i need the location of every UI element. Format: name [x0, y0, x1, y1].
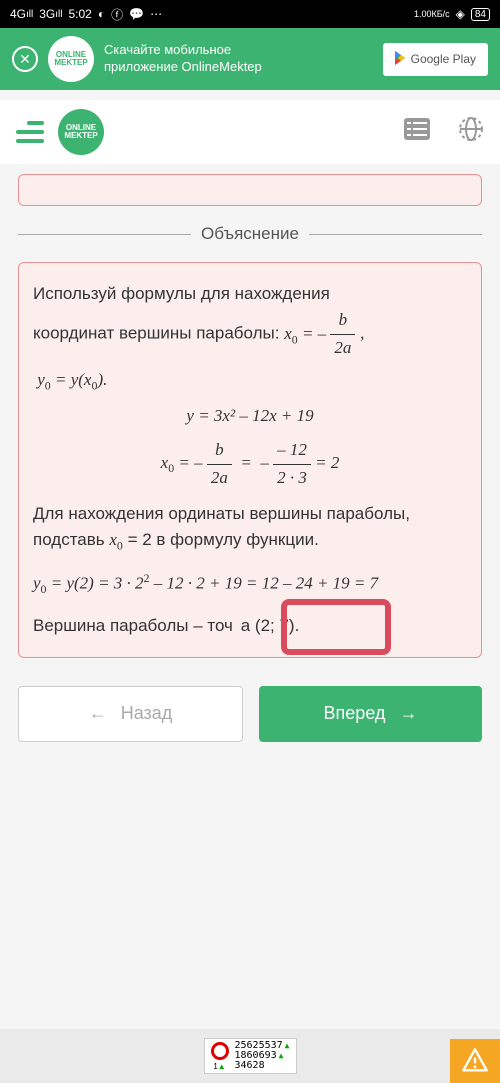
- arrow-right-icon: →: [399, 703, 417, 724]
- frac-b-2a: b2a: [330, 307, 355, 361]
- banner-line2: приложение OnlineMektep: [104, 59, 373, 76]
- chat-icon: 💬: [129, 7, 144, 21]
- counter-prefix: 1▲: [213, 1062, 225, 1071]
- header-logo[interactable]: ONLINE MEKTEP: [58, 109, 104, 155]
- more-icon: ⋯: [150, 7, 162, 21]
- equation-3: y0 = y(2) = 3 · 22 – 12 · 2 + 19 = 12 – …: [33, 569, 467, 599]
- close-icon[interactable]: ✕: [12, 46, 38, 72]
- explanation-card: Используй формулы для нахождения координ…: [18, 262, 482, 658]
- divider-line-right: [309, 234, 482, 235]
- section-divider: Объяснение: [18, 224, 482, 244]
- gplay-label: Google Play: [411, 52, 476, 66]
- exp-p3: Вершина параболы – точка (2; 7).: [33, 613, 467, 639]
- google-play-button[interactable]: Google Play: [383, 43, 488, 76]
- net-speed: 1.00КБ/с: [414, 10, 450, 19]
- partial-card: 2a: [18, 174, 482, 206]
- moon-icon: ◐: [98, 7, 105, 21]
- status-left: 4Gıll 3Gıll 5:02 ◐ ⓕ 💬 ⋯: [10, 6, 162, 23]
- globe-icon[interactable]: [458, 116, 484, 148]
- menu-icon[interactable]: [16, 121, 44, 143]
- formula-x0: x0 = –: [284, 324, 330, 343]
- divider-line-left: [18, 234, 191, 235]
- logo-text-bottom: MEKTEP: [54, 59, 87, 67]
- nav-buttons: ← Назад Вперед →: [0, 658, 500, 742]
- page-header: ONLINE MEKTEP: [0, 100, 500, 164]
- list-icon[interactable]: [404, 118, 430, 146]
- exp-p3a: Вершина параболы – точ: [33, 616, 233, 635]
- exp-p1a: Используй формулы для нахождения: [33, 284, 330, 303]
- warning-icon: [461, 1047, 489, 1075]
- equation-2: x0 = – b2a = – – 122 · 3 = 2: [33, 437, 467, 491]
- battery-icon: 84: [471, 8, 490, 21]
- banner-text: Скачайте мобильное приложение OnlineMekt…: [104, 42, 373, 76]
- status-bar: 4Gıll 3Gıll 5:02 ◐ ⓕ 💬 ⋯ 1.00КБ/с ◈ 84: [0, 0, 500, 28]
- fb-icon: ⓕ: [111, 6, 123, 23]
- counter-v3: 34628: [235, 1061, 265, 1071]
- footer: 1▲ 25625537▲ 1860693▲ 34628: [0, 1029, 500, 1083]
- forward-button[interactable]: Вперед →: [259, 686, 482, 742]
- arrow-left-icon: ←: [89, 703, 107, 724]
- play-icon: [395, 51, 407, 68]
- divider-label: Объяснение: [201, 224, 299, 244]
- exp-p2: Для нахождения ординаты вершины параболы…: [33, 501, 467, 555]
- exp-p1: Используй формулы для нахождения координ…: [33, 281, 467, 361]
- banner-logo: ONLINE MEKTEP: [48, 36, 94, 82]
- wifi-icon: ◈: [456, 7, 465, 21]
- app-banner: ✕ ONLINE MEKTEP Скачайте мобильное прило…: [0, 28, 500, 90]
- banner-line1: Скачайте мобильное: [104, 42, 373, 59]
- exp-p1b: координат вершины параболы:: [33, 324, 284, 343]
- partial-denom: 2a: [237, 202, 263, 206]
- back-label: Назад: [121, 703, 173, 724]
- highlight-annotation: [281, 599, 391, 655]
- network-4g: 4Gıll: [10, 7, 33, 21]
- counter-circle-icon: [211, 1042, 229, 1060]
- warning-button[interactable]: [450, 1039, 500, 1083]
- formula-y0: y0 = y(x0).: [33, 367, 467, 395]
- counter-widget[interactable]: 1▲ 25625537▲ 1860693▲ 34628: [204, 1038, 297, 1074]
- clock: 5:02: [69, 7, 92, 21]
- counter-values: 25625537▲ 1860693▲ 34628: [235, 1041, 290, 1071]
- network-3g: 3Gıll: [39, 7, 62, 21]
- equation-1: y = 3x² – 12x + 19: [33, 403, 467, 429]
- status-right: 1.00КБ/с ◈ 84: [414, 7, 490, 21]
- back-button[interactable]: ← Назад: [18, 686, 243, 742]
- forward-label: Вперед: [324, 703, 386, 724]
- content-area: 2a Объяснение Используй формулы для нахо…: [0, 164, 500, 658]
- header-logo-bottom: MEKTEP: [64, 132, 97, 140]
